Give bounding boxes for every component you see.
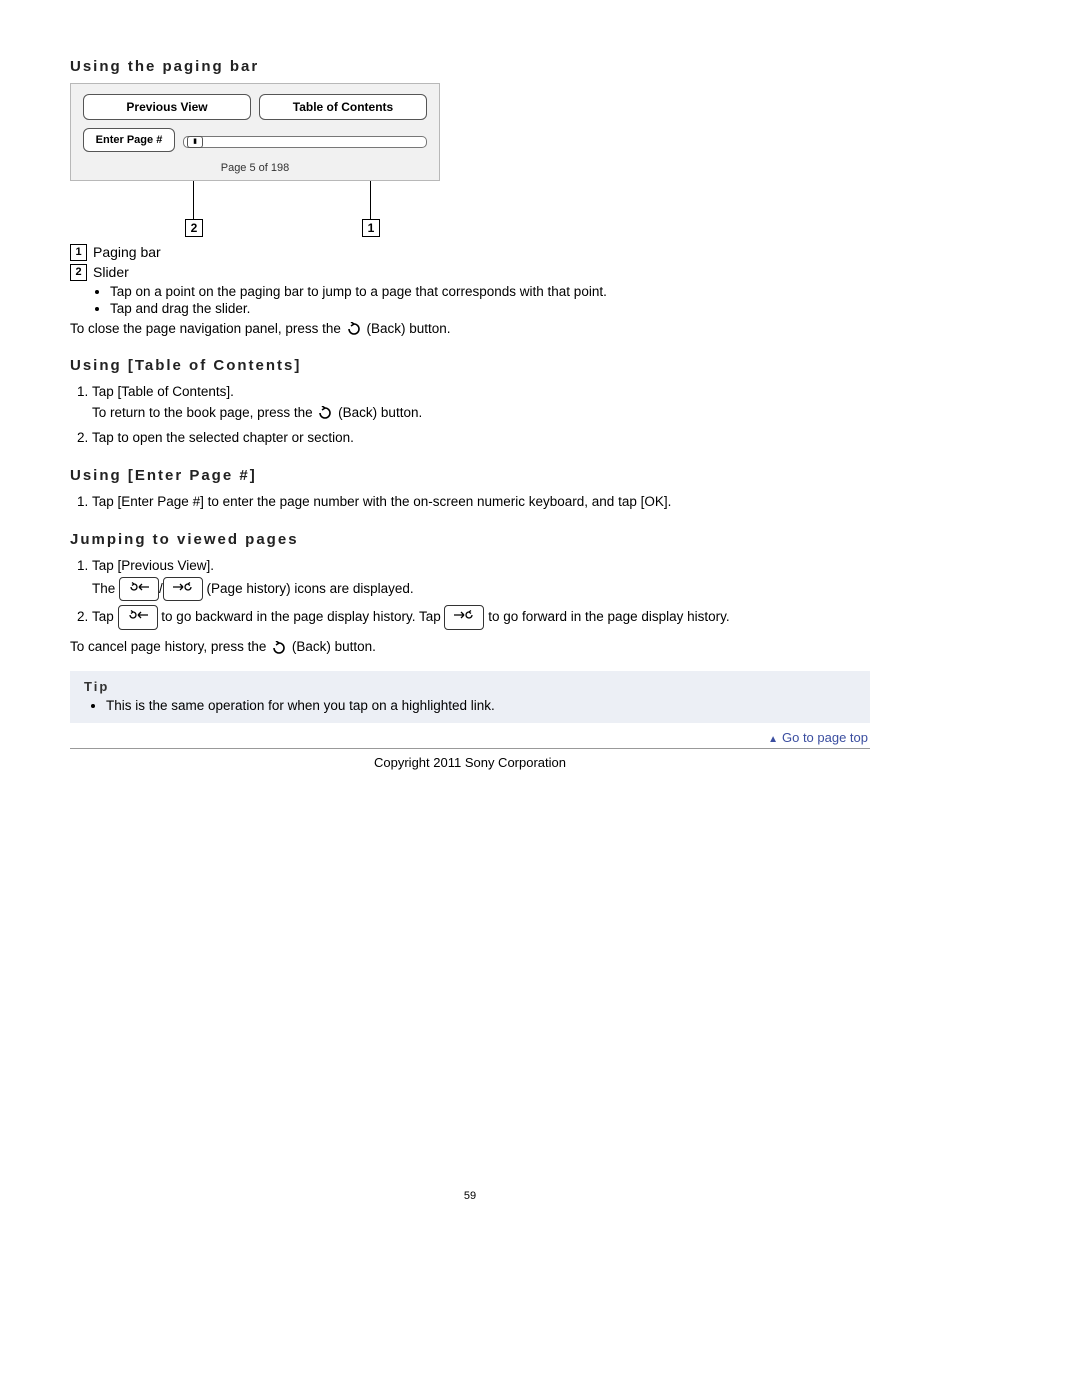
jump-steps: Tap [Previous View]. The / (Page history… (70, 556, 870, 631)
legend: 1 Paging bar 2 Slider Tap on a point on … (70, 244, 870, 316)
copyright: Copyright 2011 Sony Corporation (70, 755, 870, 770)
legend-label-2: Slider (93, 264, 129, 280)
history-forward-icon (444, 605, 484, 630)
legend-bullet-2: Tap and drag the slider. (110, 301, 870, 316)
enter-page-steps: Tap [Enter Page #] to enter the page num… (70, 492, 870, 513)
history-back-icon (118, 605, 158, 630)
nav-panel: Previous View Table of Contents Enter Pa… (70, 83, 440, 181)
tip-text: This is the same operation for when you … (106, 698, 856, 713)
heading-paging-bar: Using the paging bar (70, 58, 870, 75)
heading-jumping: Jumping to viewed pages (70, 531, 870, 548)
legend-num-1: 1 (70, 244, 87, 261)
back-icon (345, 322, 363, 336)
legend-bullet-1: Tap on a point on the paging bar to jump… (110, 284, 870, 299)
history-forward-icon (163, 577, 203, 602)
legend-label-1: Paging bar (93, 244, 161, 260)
paging-bar-figure: Previous View Table of Contents Enter Pa… (70, 83, 870, 236)
tip-title: Tip (84, 679, 856, 694)
callout-1: 1 (362, 219, 380, 237)
paging-slider-handle[interactable]: ▮ (187, 136, 203, 148)
cancel-history-text: To cancel page history, press the (Back)… (70, 638, 870, 657)
previous-view-button[interactable]: Previous View (83, 94, 251, 120)
back-icon (270, 641, 288, 655)
page-number: 59 (70, 1190, 870, 1202)
toc-button[interactable]: Table of Contents (259, 94, 427, 120)
callout-2: 2 (185, 219, 203, 237)
page-counter: Page 5 of 198 (83, 160, 427, 174)
toc-step-2: Tap to open the selected chapter or sect… (92, 428, 870, 449)
jump-step-2: Tap to go backward in the page display h… (92, 605, 870, 630)
tip-box: Tip This is the same operation for when … (70, 671, 870, 723)
heading-enter-page: Using [Enter Page #] (70, 467, 870, 484)
enter-page-button[interactable]: Enter Page # (83, 128, 175, 152)
go-to-top-link[interactable]: Go to page top (768, 730, 868, 745)
close-panel-text: To close the page navigation panel, pres… (70, 320, 870, 339)
enter-page-step-1: Tap [Enter Page #] to enter the page num… (92, 492, 870, 513)
legend-num-2: 2 (70, 264, 87, 281)
history-back-icon (119, 577, 159, 602)
back-icon (316, 406, 334, 420)
heading-toc: Using [Table of Contents] (70, 357, 870, 374)
jump-step-1: Tap [Previous View]. The / (Page history… (92, 556, 870, 602)
toc-steps: Tap [Table of Contents]. To return to th… (70, 382, 870, 449)
toc-step-1: Tap [Table of Contents]. To return to th… (92, 382, 870, 424)
paging-slider-track[interactable]: ▮ (183, 136, 427, 148)
